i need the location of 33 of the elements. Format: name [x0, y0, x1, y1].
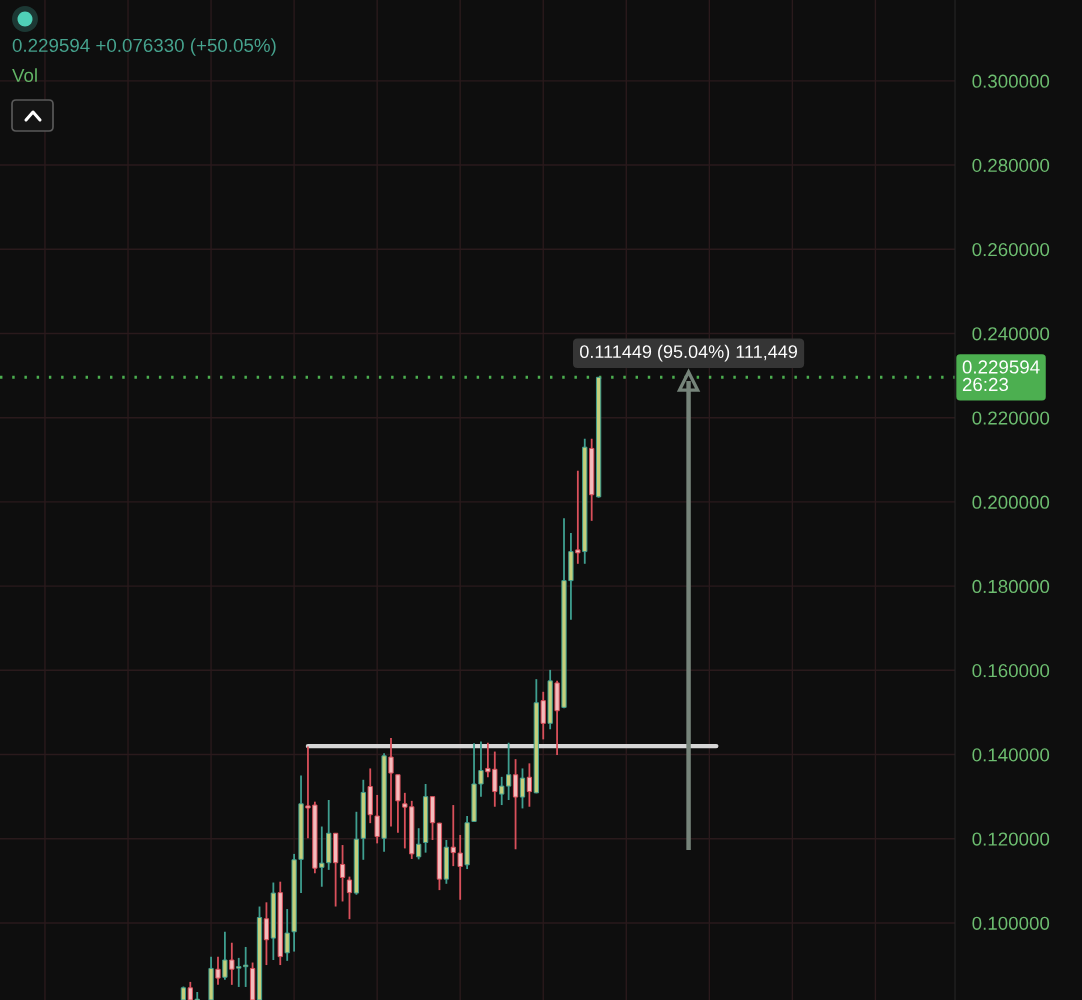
candlestick [519, 767, 526, 810]
candlestick [284, 908, 290, 962]
candlestick [575, 469, 581, 565]
candlestick [540, 690, 546, 741]
candlestick [194, 991, 200, 1000]
candlestick [339, 844, 346, 903]
y-tick-label: 0.120000 [972, 832, 1050, 846]
candlestick [374, 794, 380, 845]
y-tick-label: 0.280000 [972, 158, 1050, 173]
y-tick-label: 0.160000 [972, 664, 1050, 678]
candlestick [526, 762, 533, 808]
y-tick-label: 0.240000 [972, 327, 1050, 341]
y-tick-label: 0.260000 [972, 242, 1050, 257]
ref-line-label: 0.229594 26:23 [962, 360, 1040, 392]
candlestick [416, 827, 422, 861]
y-tick-label: 0.220000 [972, 411, 1050, 425]
candlestick [222, 930, 228, 981]
candlestick [512, 758, 519, 851]
y-tick-label: 0.300000 [972, 74, 1050, 88]
y-tick-label: 0.200000 [972, 495, 1050, 509]
candlestick [319, 825, 325, 888]
candlestick [388, 737, 394, 828]
candlestick [346, 875, 353, 921]
y-tick-label: 0.140000 [972, 748, 1050, 762]
candlestick [215, 955, 221, 986]
annotation: 0.111449 (95.04%) 111,449 [580, 344, 797, 362]
candlestick [187, 980, 193, 1000]
y-tick-label: 0.180000 [972, 579, 1050, 594]
y-tick-label: 0.100000 [972, 916, 1050, 930]
text: Vol [12, 68, 37, 83]
candlestick [263, 901, 270, 966]
candlestick [229, 941, 235, 986]
text: 0.229594 +0.076330 (+50.05%) [12, 38, 276, 56]
